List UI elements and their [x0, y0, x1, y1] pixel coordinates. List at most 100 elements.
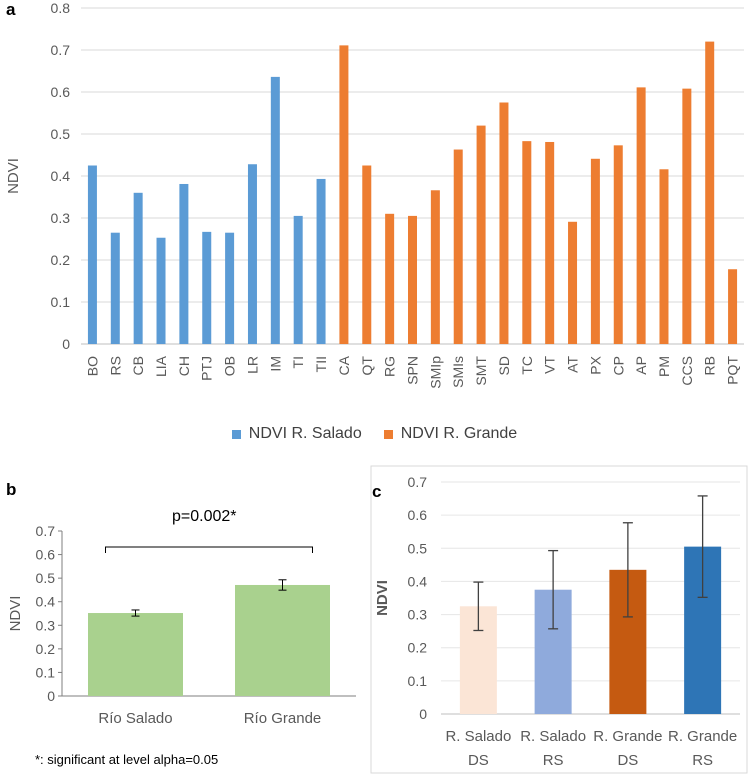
panel-a-y-tick-label: 0.2	[51, 252, 71, 268]
bar-salado-rs	[110, 232, 120, 344]
panel-c-y-tick-label: 0.4	[408, 573, 428, 589]
bar-grande-tc	[522, 141, 532, 344]
panel-c-y-tick-label: 0.3	[408, 607, 428, 623]
bar-salado-ti	[293, 215, 303, 344]
panel-a-y-tick-label: 0.4	[51, 168, 71, 184]
panel-c-x-tick-label: R. Salado	[445, 728, 511, 745]
panel-a-x-tick-label: SPN	[405, 356, 421, 385]
panel-a-x-tick-label: RS	[107, 356, 123, 375]
panel-b-significance-bracket	[105, 546, 313, 553]
panel-label-c: c	[372, 482, 382, 501]
bar-grande-qt	[362, 165, 372, 344]
bar-grande-rb	[705, 41, 715, 344]
legend-label-grande: NDVI R. Grande	[400, 425, 518, 442]
panel-c-y-tick-label: 0	[419, 706, 427, 722]
panel-a-y-tick-label: 0.1	[51, 294, 71, 310]
panel-a-x-tick-label: SD	[496, 356, 512, 375]
panel-a-chart: 0 0.1 0.2 0.3 0.4 0.5 0.6 0.7 0.8 NDVI BO RS CB LIA CH…	[5, 0, 744, 389]
panel-b-y-tick-label: 0.3	[36, 617, 56, 633]
bar-salado-bo	[87, 165, 97, 344]
panel-a-y-tick-label: 0.6	[51, 84, 71, 100]
panel-a-x-tick-label: BO	[84, 356, 100, 376]
panel-a-x-tick-label: CP	[610, 356, 626, 375]
panel-c-x-tick-sublabel: DS	[468, 752, 489, 769]
panel-a-y-tick-label: 0.7	[51, 42, 71, 58]
panel-b-chart: 0 0.1 0.2 0.3 0.4 0.5 0.6 0.7 NDVI Río Salado Río …	[7, 523, 356, 727]
panel-b-y-tick-label: 0.2	[36, 641, 56, 657]
panel-a-x-tick-label: VT	[542, 356, 558, 374]
panel-a-x-tick-label: PQT	[725, 356, 741, 385]
bar-grande-smt	[476, 125, 486, 344]
panel-a-y-axis-title: NDVI	[5, 158, 22, 194]
panel-a-x-tick-label: PTJ	[199, 356, 215, 381]
panel-a-x-tick-label: LR	[244, 356, 260, 374]
panel-c-x-tick-label: R. Grande	[668, 728, 737, 745]
panel-a-x-tick-label: RG	[382, 356, 398, 377]
bar-grande-smip	[430, 190, 440, 344]
panel-a-y-tick-label: 0.3	[51, 210, 71, 226]
bar-salado-tii	[316, 178, 326, 344]
panel-b-y-tick-label: 0.5	[36, 570, 56, 586]
panel-a-y-tick-label: 0	[62, 336, 70, 352]
panel-b-x-tick-label: Río Salado	[98, 710, 172, 727]
bar-salado-ch	[179, 183, 189, 344]
panel-a-x-tick-label: IM	[267, 356, 283, 372]
panel-label-b: b	[6, 480, 17, 499]
panel-c-y-tick-label: 0.1	[408, 673, 428, 689]
bar-grande-sd	[499, 102, 509, 344]
bar-grande-spn	[408, 215, 417, 344]
panel-a-x-tick-label: AP	[633, 356, 649, 375]
panel-a-x-tick-label: CCS	[679, 356, 695, 386]
panel-c-x-tick-label: R. Grande	[593, 728, 662, 745]
panel-a-y-tick-label: 0.5	[51, 126, 71, 142]
bar-grande-pqt	[728, 269, 738, 344]
legend-item-grande: NDVI R. Grande	[383, 425, 518, 443]
panel-a-x-tick-label: TI	[290, 356, 306, 368]
bar-grande-ccs	[682, 88, 692, 344]
panel-a-y-tick-label: 0.8	[51, 0, 71, 16]
panel-c-chart: 0 0.1 0.2 0.3 0.4 0.5 0.6 0.7 NDVI R. Salado DS R. …	[374, 474, 740, 769]
panel-c-y-tick-label: 0.2	[408, 640, 428, 656]
bar-grande-rg	[385, 213, 395, 344]
bar-salado-lia	[156, 237, 166, 344]
panel-c-y-tick-label: 0.6	[408, 507, 428, 523]
panel-a-x-tick-label: SMT	[473, 356, 489, 386]
panel-a-x-tick-label: AT	[565, 356, 581, 373]
panel-a-x-tick-label: TII	[313, 356, 329, 372]
bar-grande-ca	[339, 45, 349, 344]
bar-grande-vt	[545, 141, 555, 344]
panel-b-bar-rio-grande	[235, 584, 330, 696]
panel-a-x-tick-label: PX	[587, 355, 603, 374]
bar-grande-pm	[659, 169, 669, 344]
bar-salado-ptj	[202, 231, 212, 344]
bar-grande-ap	[636, 87, 646, 344]
panel-b-footnote: *: significant at level alpha=0.05	[35, 752, 219, 767]
legend-swatch-salado	[231, 429, 241, 439]
panel-c-x-tick-sublabel: DS	[617, 752, 638, 769]
panel-c-y-axis-title: NDVI	[374, 580, 391, 616]
panel-b-y-tick-label: 0	[47, 688, 55, 704]
panel-c-y-tick-label: 0.7	[408, 474, 428, 490]
panel-a-x-tick-label: LIA	[153, 355, 169, 377]
panel-c-frame	[370, 465, 748, 774]
legend-swatch-grande	[383, 429, 393, 439]
bar-grande-px	[590, 158, 600, 344]
panel-b-x-tick-label: Río Grande	[244, 710, 322, 727]
panel-b-y-tick-label: 0.7	[36, 523, 56, 539]
panel-c-y-tick-label: 0.5	[408, 540, 428, 556]
bar-salado-cb	[133, 192, 143, 344]
panel-b-y-tick-label: 0.4	[36, 594, 56, 610]
panel-b-bar-rio-salado	[88, 613, 183, 696]
bar-grande-cp	[613, 145, 623, 344]
panel-c-x-tick-sublabel: RS	[692, 752, 713, 769]
bar-salado-ob	[225, 232, 235, 344]
legend-item-salado: NDVI R. Salado	[231, 425, 362, 443]
panel-a-x-tick-label: RB	[702, 356, 718, 375]
panel-a-x-tick-label: CA	[336, 355, 352, 375]
panel-c-x-tick-sublabel: RS	[543, 752, 564, 769]
bar-grande-at	[568, 221, 578, 344]
panel-a-x-tick-label: QT	[359, 356, 375, 376]
panel-b-annotation: p=0.002*	[172, 508, 237, 525]
panel-b-y-tick-label: 0.1	[36, 664, 56, 680]
